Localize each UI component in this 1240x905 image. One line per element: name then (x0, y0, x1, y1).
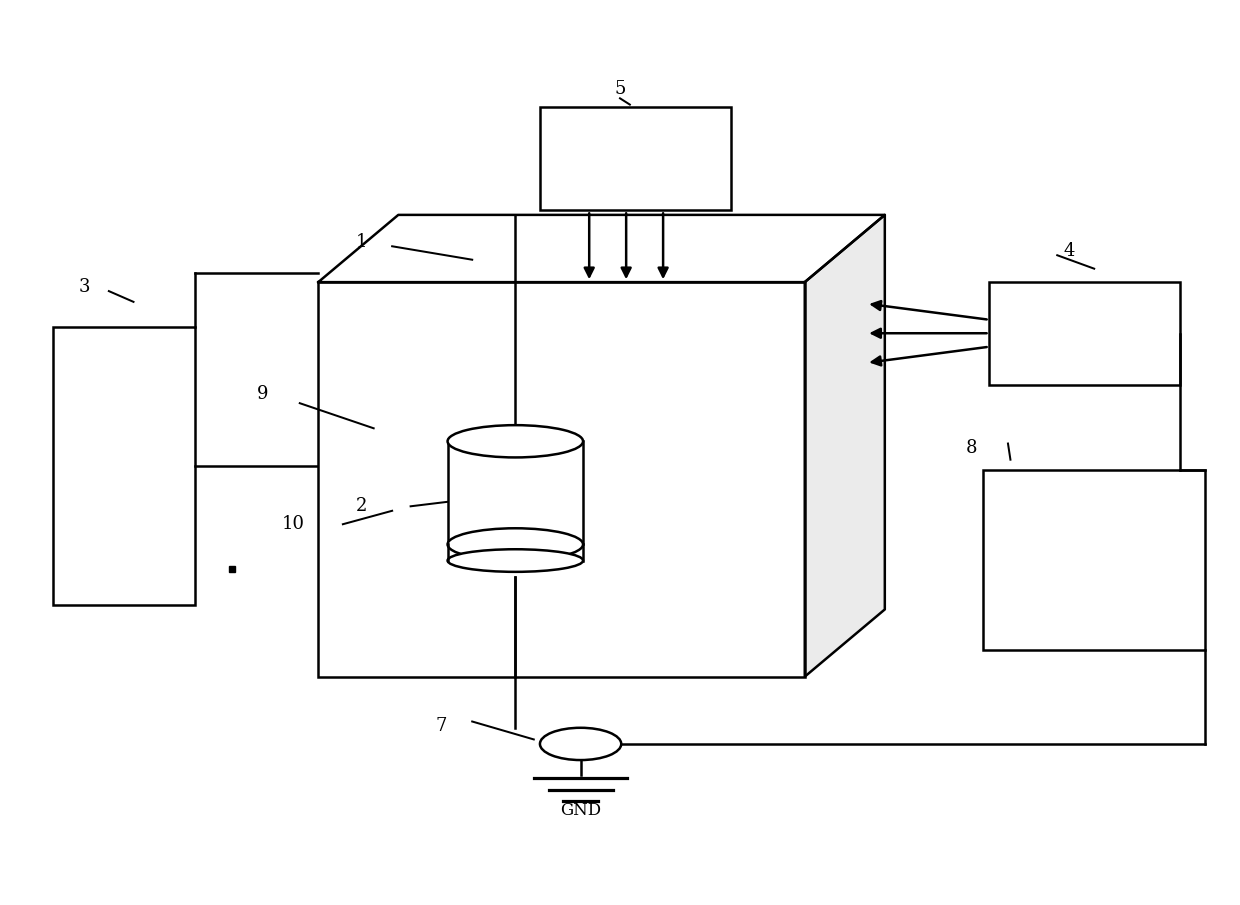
Text: GND: GND (560, 802, 601, 819)
Text: 2: 2 (356, 498, 367, 515)
Text: 5: 5 (614, 81, 626, 99)
Bar (53, 327, 195, 605)
Bar (448, 442, 583, 545)
Text: 3: 3 (78, 278, 91, 296)
Text: 10: 10 (283, 515, 305, 533)
Text: 1: 1 (356, 233, 367, 251)
Ellipse shape (539, 728, 621, 760)
Polygon shape (319, 214, 885, 282)
Bar (990, 282, 1180, 386)
Text: 9: 9 (257, 386, 269, 404)
Text: 8: 8 (965, 439, 977, 457)
Ellipse shape (448, 425, 583, 457)
Text: 4: 4 (1064, 242, 1075, 260)
Ellipse shape (448, 529, 583, 560)
Bar (983, 471, 1205, 650)
Text: 7: 7 (435, 717, 448, 735)
Polygon shape (805, 214, 885, 677)
Ellipse shape (448, 549, 583, 572)
Bar (319, 282, 805, 677)
Bar (539, 108, 730, 210)
